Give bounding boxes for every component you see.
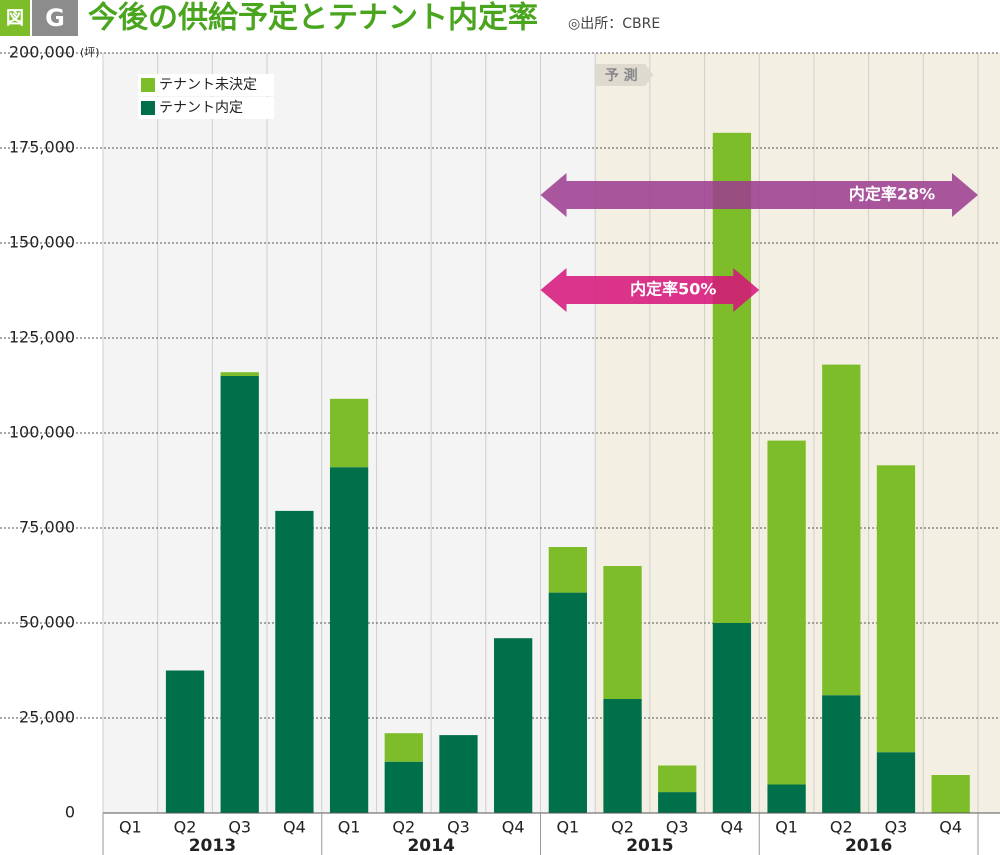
x-tick-label: Q4 (502, 818, 525, 837)
bar (275, 510, 314, 813)
bar (822, 364, 861, 696)
bar (220, 372, 259, 376)
x-tick-label: Q4 (721, 818, 744, 837)
bar (439, 735, 478, 813)
x-tick-label: Q4 (939, 818, 962, 837)
bar (658, 792, 697, 813)
x-tick-label: Q1 (556, 818, 579, 837)
bar (931, 775, 970, 813)
annotation-label: 内定率50% (630, 280, 716, 299)
y-tick-label: 50,000 (19, 613, 75, 632)
y-tick-label: 25,000 (19, 708, 75, 727)
bar (329, 398, 369, 468)
badge-box (32, 0, 78, 36)
y-tick-label: 0 (65, 803, 75, 822)
badge-letter: G (45, 4, 65, 32)
y-tick-label: 200,000 (9, 43, 75, 62)
forecast-tag (595, 64, 654, 86)
x-tick-label: Q4 (283, 818, 306, 837)
x-tick-label: Q1 (119, 818, 142, 837)
legend-swatch (141, 78, 155, 92)
chart-title: 今後の供給予定とテナント内定率 (88, 1, 538, 36)
legend-bg (138, 74, 274, 96)
x-tick-label: Q3 (228, 818, 251, 837)
bar (658, 765, 697, 793)
bar (494, 638, 533, 813)
forecast-label: 予 測 (605, 67, 638, 84)
y-tick-label: 150,000 (9, 233, 75, 252)
source: ◎出所：CBRE (568, 16, 660, 32)
legend-bg (138, 97, 274, 119)
x-tick-label: Q2 (611, 818, 634, 837)
x-tick-label: Q2 (392, 818, 415, 837)
bar (220, 376, 259, 813)
year-label: 2015 (626, 836, 673, 855)
bar (548, 592, 587, 813)
bar (165, 670, 205, 813)
badge-box (0, 0, 30, 36)
bar (712, 132, 752, 624)
x-tick-label: Q3 (666, 818, 689, 837)
annotation-arrow (540, 173, 978, 217)
annotation-label: 内定率28% (849, 185, 935, 204)
y-tick-label: 75,000 (19, 518, 75, 537)
y-unit: (坪) (80, 46, 100, 59)
legend-label: テナント未決定 (159, 77, 257, 93)
bar (329, 467, 369, 813)
bar (822, 695, 861, 813)
year-label: 2014 (407, 836, 454, 855)
x-tick-label: Q3 (885, 818, 908, 837)
bar (384, 733, 423, 762)
annotation-arrow (540, 268, 760, 312)
bar (712, 623, 752, 813)
bar (767, 440, 806, 785)
y-tick-label: 125,000 (9, 328, 75, 347)
bar (548, 547, 587, 593)
y-tick-label: 100,000 (9, 423, 75, 442)
year-label: 2016 (845, 836, 892, 855)
bar (603, 566, 642, 699)
legend-swatch (141, 101, 155, 115)
x-tick-label: Q3 (447, 818, 470, 837)
x-tick-label: Q1 (338, 818, 361, 837)
badge: 図 (6, 8, 24, 29)
x-tick-label: Q1 (775, 818, 798, 837)
bar (767, 784, 806, 813)
bar (876, 752, 916, 813)
bar (384, 761, 423, 813)
legend-label: テナント内定 (159, 100, 243, 116)
bar (876, 465, 916, 753)
year-label: 2013 (189, 836, 236, 855)
bar (603, 699, 642, 813)
x-tick-label: Q2 (174, 818, 197, 837)
x-tick-label: Q2 (830, 818, 853, 837)
y-tick-label: 175,000 (9, 138, 75, 157)
